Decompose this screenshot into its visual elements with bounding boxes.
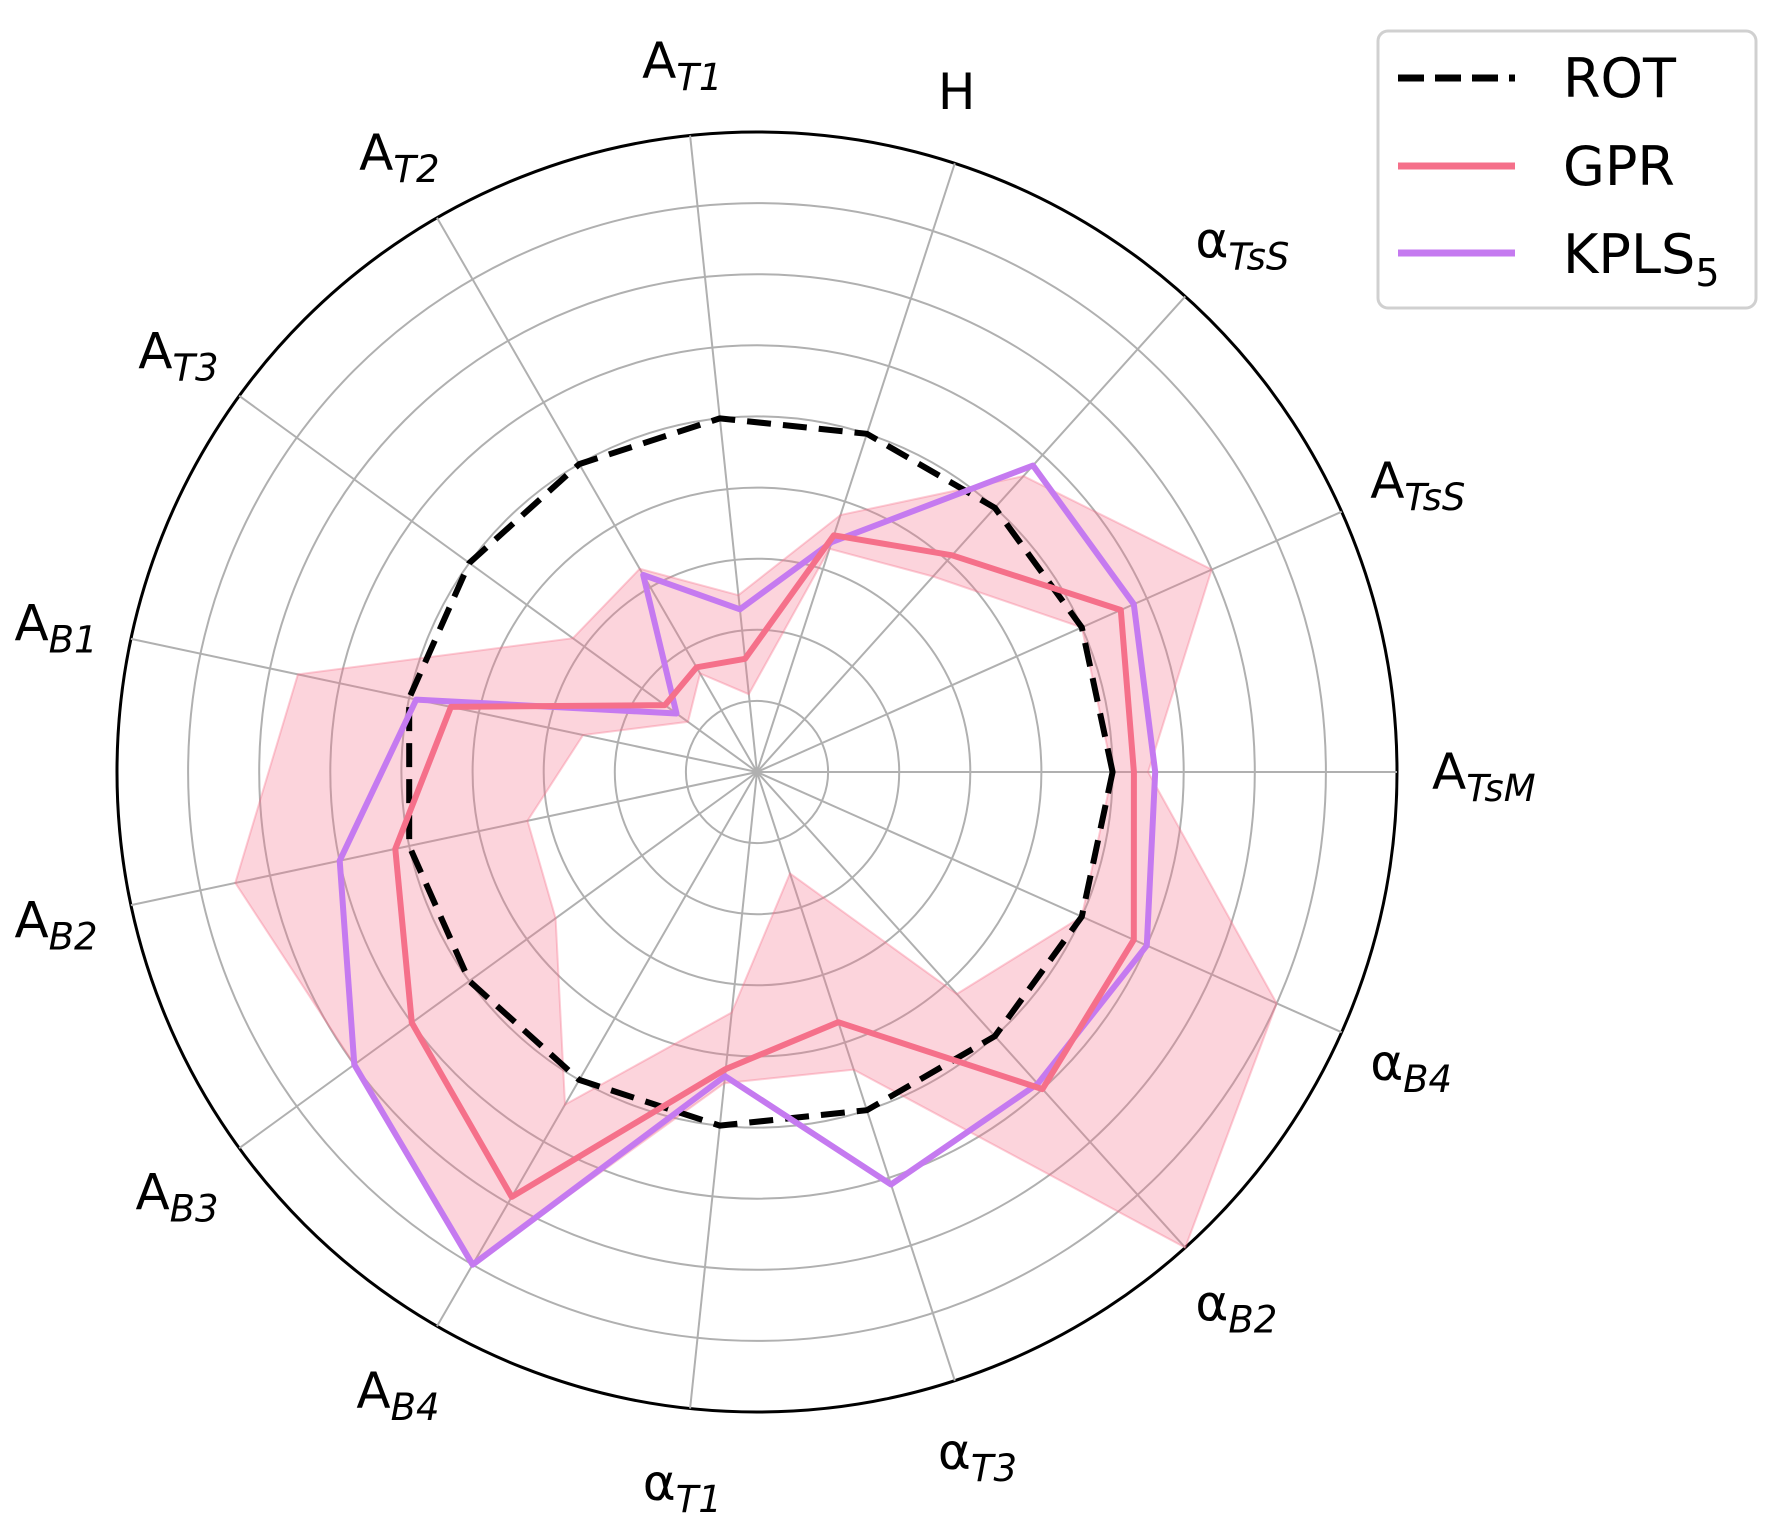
axis-label-10: AB4 [356,1362,439,1429]
spoke-1 [756,510,1343,773]
axis-label-sub-4: T1 [676,56,722,99]
axis-label-12: αT3 [938,1423,1017,1490]
axis-label-main-3: H [938,63,976,121]
spoke-12 [756,771,956,1382]
spoke-6 [238,394,758,773]
spoke-7 [130,637,758,773]
axis-label-8: AB2 [14,892,97,959]
spoke-9 [238,771,758,1150]
spoke-10 [436,771,758,1327]
axis-label-0: ATsM [1432,743,1536,810]
spoke-3 [756,162,956,773]
axis-label-main-1: A [1370,452,1404,510]
axis-label-9: AB3 [135,1163,218,1230]
axis-label-main-5: A [359,124,393,182]
axis-label-sub-10: B4 [391,1386,440,1429]
series-line-gpr [392,532,1137,1200]
series-layer [336,415,1159,1268]
legend-label-kpls: KPLS5 [1563,223,1720,295]
spoke-13 [756,771,1186,1249]
axis-label-sub-5: T2 [393,148,439,191]
spoke-2 [756,295,1186,773]
axis-label-main-4: A [642,32,676,90]
spoke-14 [756,771,1343,1034]
axis-label-main-6: A [138,323,172,381]
legend-label-kpls-main: KPLS [1563,223,1695,286]
axis-label-sub-0: TsM [1466,767,1535,810]
series-line-rot [406,415,1116,1129]
axis-label-13: αB2 [1195,1274,1277,1341]
axis-label-sub-2: TsS [1228,236,1289,279]
legend-frame [1376,29,1758,310]
axis-label-main-0: A [1432,743,1466,801]
axis-label-2: αTsS [1195,212,1289,279]
axis-label-sub-1: TsS [1404,476,1465,519]
axis-label-main-2: α [1195,212,1228,270]
axis-label-sub-12: T3 [971,1447,1017,1490]
axis-label-4: AT1 [642,32,722,99]
axis-label-sub-7: B1 [49,618,98,661]
axis-label-main-12: α [938,1423,971,1481]
band-layer [234,475,1278,1267]
axis-labels: ATsMATsSαTsSHAT1AT2AT3AB1AB2AB3AB4αT1αT3… [14,32,1535,1517]
axis-label-main-7: A [14,594,48,652]
series-line-kpls [336,462,1159,1268]
legend-label-gpr: GPR [1563,135,1675,198]
axis-label-sub-11: T1 [676,1478,722,1517]
axis-label-sub-14: B4 [1403,1058,1452,1101]
axis-label-1: ATsS [1370,452,1465,519]
spoke-4 [689,135,758,773]
axis-label-11: αT1 [643,1454,722,1517]
axis-label-main-13: α [1195,1274,1228,1332]
axis-label-sub-8: B2 [49,916,98,959]
legend: ROT GPR KPLS5 [1376,29,1758,310]
band-gpr [234,475,1278,1267]
axis-label-3: H [938,63,976,121]
legend-label-kpls-sub: 5 [1695,251,1719,295]
spoke-11 [689,771,758,1409]
axis-label-main-11: α [643,1454,676,1512]
axis-label-main-9: A [135,1163,169,1221]
spoke-8 [130,771,758,907]
axis-label-14: αB4 [1370,1034,1452,1101]
axis-label-main-14: α [1370,1034,1403,1092]
axis-label-main-10: A [356,1362,390,1420]
axis-label-main-8: A [14,892,48,950]
spoke-5 [436,217,758,773]
legend-label-rot: ROT [1563,47,1677,110]
axis-label-5: AT2 [359,124,439,191]
axis-label-6: AT3 [138,323,218,390]
axis-label-sub-13: B2 [1228,1298,1277,1341]
axis-label-sub-6: T3 [172,347,218,390]
axis-label-7: AB1 [14,594,97,661]
axis-label-sub-9: B3 [170,1187,219,1230]
